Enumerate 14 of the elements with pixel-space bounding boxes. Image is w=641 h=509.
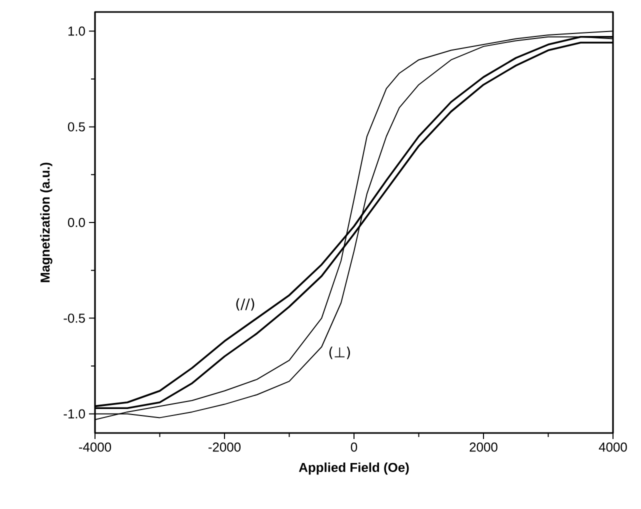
x-tick-label: 0 <box>350 442 358 452</box>
x-axis-title: Applied Field (Oe) <box>298 462 409 475</box>
y-tick-label: -1.0 <box>64 409 85 418</box>
x-tick-label: 2000 <box>470 442 498 452</box>
series-label: (⊥) <box>329 346 350 360</box>
series-label: (//) <box>236 298 254 311</box>
y-axis-title: Magnetization (a.u.) <box>40 162 52 282</box>
y-tick-label: -0.5 <box>64 314 85 323</box>
y-tick-label: 1.0 <box>68 26 85 36</box>
x-tick-label: 4000 <box>598 442 627 452</box>
x-tick-label: -4000 <box>79 442 112 452</box>
y-tick-label: 0.5 <box>68 122 85 132</box>
y-tick-label: 0.0 <box>68 218 85 228</box>
x-tick-label: -2000 <box>208 442 241 452</box>
